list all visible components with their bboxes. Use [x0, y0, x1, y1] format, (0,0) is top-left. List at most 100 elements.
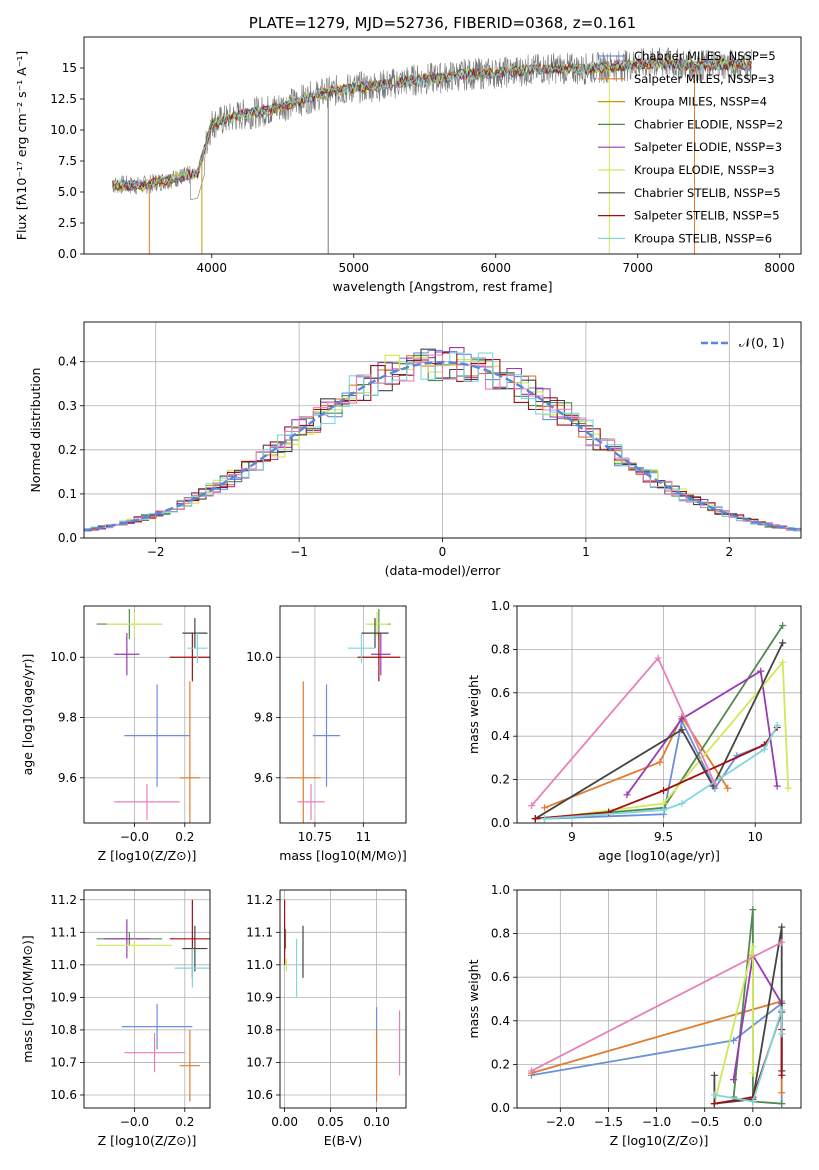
series-marker [540, 804, 548, 812]
series-line [714, 1009, 783, 1103]
y-tick-label: 10.0 [246, 650, 273, 664]
y-axis-label: Flux [fλ10⁻¹⁷ erg cm⁻² s⁻¹ A⁻¹] [14, 51, 29, 240]
y-tick-label: 10.0 [50, 123, 77, 137]
y-tick-label: 10.0 [50, 650, 77, 664]
series-marker [773, 721, 781, 729]
x-tick-label: 11 [356, 830, 371, 844]
x-axis-label: E(B-V) [324, 1133, 363, 1148]
x-tick-label: 0.10 [363, 1115, 390, 1129]
series-marker [678, 715, 686, 723]
series-marker [749, 1097, 757, 1105]
series-marker [710, 1100, 718, 1108]
x-tick-label: 10 [748, 830, 763, 844]
y-tick-label: 1.0 [491, 599, 510, 613]
x-axis-label: wavelength [Angstrom, rest frame] [332, 279, 552, 294]
y-tick-label: 0.0 [58, 247, 77, 261]
y-tick-label: 11.1 [246, 925, 273, 939]
series-marker [710, 1091, 718, 1099]
series-marker [760, 745, 768, 753]
plot-area [283, 899, 401, 1102]
panel-mass-vs-ebv: 0.00 0.05 0.10 10.6 10.7 10.8 10.9 11.0 11.1 11.2… [246, 889, 407, 1148]
y-tick-label: 9.8 [254, 711, 273, 725]
y-tick-label: 10.7 [50, 1055, 77, 1069]
x-tick-label: −1 [290, 545, 308, 559]
legend-entry: Salpeter MILES, NSSP=3 [634, 72, 775, 86]
plot-area [84, 347, 801, 532]
panel-age-vs-mass: 10.75 11 9.6 9.8 10.0 mass [log10(M/M⊙)] [246, 605, 407, 863]
panel-weight-vs-age: 9 9.5 10 0.0 0.2 0.4 0.6 0.8 1.0 age [log10(age/y… [466, 599, 802, 863]
x-tick-label: −0.0 [120, 1115, 149, 1129]
y-tick-label: 0.2 [491, 773, 510, 787]
x-tick-label: −2.0 [546, 1115, 575, 1129]
series-marker [660, 799, 668, 807]
series-marker [660, 806, 668, 814]
normal-curve [84, 360, 801, 532]
x-tick-label: 7000 [622, 261, 653, 275]
x-tick-label: 4000 [197, 261, 228, 275]
series-marker [730, 1076, 738, 1084]
y-axis-label: age [log10(age/yr)] [20, 654, 35, 776]
x-tick-label: 0.2 [175, 830, 194, 844]
y-axis-label: mass [log10(M/M⊙)] [20, 935, 35, 1063]
series-line [626, 669, 779, 796]
plot-area [527, 906, 786, 1108]
series-marker [749, 943, 757, 951]
y-tick-label: 0.8 [491, 642, 510, 656]
model-spectrum [111, 57, 752, 191]
plot-area [111, 47, 752, 254]
series-marker [773, 782, 781, 790]
y-tick-label: 0.2 [491, 1057, 510, 1071]
x-axis-label: Z [log10(Z/Z⊙)] [98, 848, 197, 863]
series-marker [623, 791, 631, 799]
x-tick-label: −1.5 [594, 1115, 623, 1129]
legend-entry: Chabrier STELIB, NSSP=5 [634, 186, 781, 200]
panel-age-vs-z: −0.0 0.2 9.6 9.8 10.0 Z [log10(Z/Z⊙)] age [log… [20, 605, 211, 863]
series-marker [660, 786, 668, 794]
legend-entry: Kroupa MILES, NSSP=4 [634, 95, 767, 109]
y-tick-label: 5.0 [58, 185, 77, 199]
legend-entry: Kroupa STELIB, NSSP=6 [634, 231, 772, 245]
panel-residuals: −2 −1 0 1 2 0.0 0.1 0.2 0.3 0.4 (data-model)/error… [28, 321, 802, 578]
y-tick-label: 10.6 [50, 1088, 77, 1102]
x-tick-label: 0 [439, 545, 447, 559]
x-tick-label: −1.0 [642, 1115, 671, 1129]
legend-entry: Salpeter STELIB, NSSP=5 [634, 209, 780, 223]
series-marker [749, 906, 757, 914]
y-tick-label: 0.3 [58, 399, 77, 413]
plot-area [96, 609, 210, 823]
y-tick-label: 0.6 [491, 686, 510, 700]
y-axis-label: mass weight [466, 675, 481, 754]
y-tick-label: 0.4 [491, 1014, 510, 1028]
histogram-series [84, 354, 801, 531]
y-axis-label: Normed distribution [28, 368, 43, 493]
series-marker [778, 1030, 786, 1038]
x-tick-label: 0.0 [743, 1115, 762, 1129]
x-axis-label: Z [log10(Z/Z⊙)] [98, 1133, 197, 1148]
y-tick-label: 0.2 [58, 443, 77, 457]
y-tick-label: 11.0 [246, 958, 273, 972]
series-line [535, 625, 784, 820]
x-tick-label: 0.2 [175, 1115, 194, 1129]
axes-frame [83, 605, 211, 824]
y-tick-label: 15 [62, 61, 77, 75]
series-marker [778, 1006, 786, 1014]
model-spectrum [112, 56, 752, 192]
y-tick-label: 7.5 [58, 154, 77, 168]
y-tick-label: 10.9 [50, 990, 77, 1004]
series-line [530, 941, 783, 1072]
chart-title: PLATE=1279, MJD=52736, FIBERID=0368, z=0… [249, 14, 636, 32]
y-tick-label: 0.1 [58, 487, 77, 501]
x-tick-label: 6000 [480, 261, 511, 275]
x-tick-label: 0.05 [317, 1115, 344, 1129]
y-tick-label: 11.1 [50, 925, 77, 939]
plot-area [285, 609, 401, 823]
series-marker [527, 1067, 535, 1075]
data-spectrum [112, 47, 752, 201]
legend-entry: Salpeter ELODIE, NSSP=3 [634, 140, 782, 154]
y-tick-label: 12.5 [50, 92, 77, 106]
y-tick-label: 0.0 [491, 1101, 510, 1115]
x-tick-label: 9.5 [654, 830, 673, 844]
y-tick-label: 0.0 [491, 816, 510, 830]
x-tick-label: 0.00 [271, 1115, 298, 1129]
